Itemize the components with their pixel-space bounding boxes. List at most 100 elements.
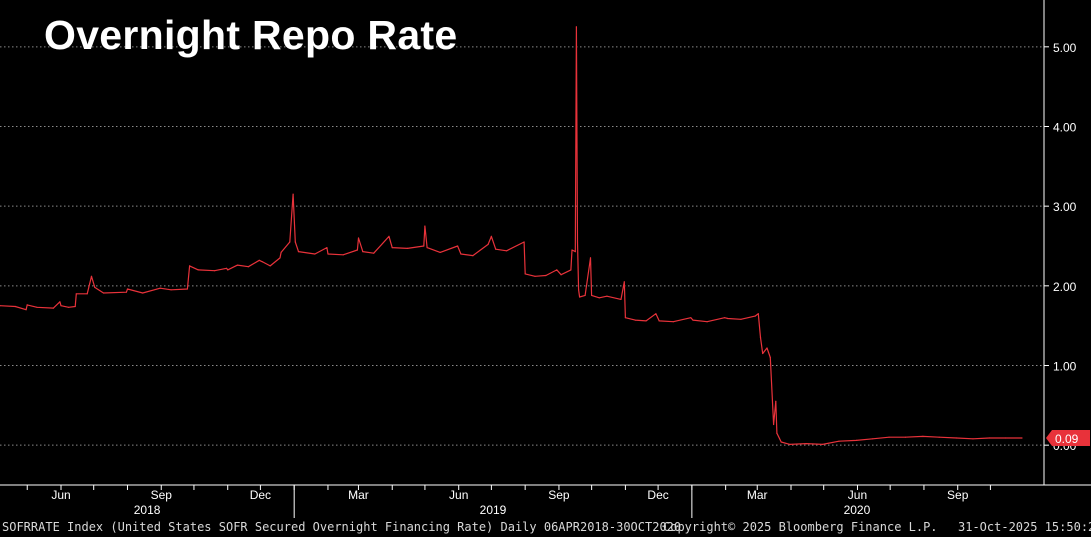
x-tick-label: Mar [348,488,369,502]
x-tick-label: Dec [647,488,668,502]
data-point [769,356,771,359]
data-point [740,318,742,320]
data-point [247,266,249,268]
data-point [606,295,608,297]
data-point [506,250,508,252]
data-point [326,247,328,249]
data-point [258,259,260,261]
x-year-label: 2020 [844,503,871,517]
data-point [227,269,229,271]
data-point [672,321,674,323]
x-tick-label: Jun [51,488,70,502]
data-point [495,248,497,250]
data-point [14,305,16,308]
data-point [658,320,660,322]
data-point [855,439,858,441]
data-point [26,304,28,306]
data-point [624,317,627,319]
last-value-badge [1046,429,1090,446]
last-value-label: 0.09 [1055,432,1079,446]
data-point [560,274,562,276]
data-point [645,320,647,322]
y-tick-label: 1.00 [1053,359,1077,373]
data-point [457,245,459,247]
data-point [574,251,576,253]
footer-timestamp: 31-Oct-2025 15:50:27 [958,520,1091,534]
data-point [75,293,77,295]
data-point [922,435,924,437]
data-point [988,437,990,439]
data-point [226,267,228,269]
data-point [86,293,88,295]
data-point [579,296,581,298]
data-point [545,274,547,277]
data-point [690,317,692,319]
data-point [776,432,778,434]
data-point [623,281,625,283]
data-point [0,305,1,307]
data-point [570,269,572,271]
data-point [775,400,777,402]
data-point [490,235,492,237]
data-point [591,294,593,296]
series-line [0,26,1022,445]
data-point [904,436,907,438]
data-point [102,292,105,294]
gridlines: 0.001.002.003.004.005.00 [0,41,1077,453]
x-year-label: 2018 [134,503,161,517]
data-point [556,269,558,271]
data-point [872,438,874,440]
data-point [406,247,409,249]
data-point [584,294,586,296]
data-point [294,241,296,243]
x-tick-label: Mar [747,488,768,502]
data-point [94,286,96,288]
y-tick-label: 4.00 [1053,120,1077,134]
data-point [314,253,316,255]
data-point [362,251,364,253]
data-point [280,251,282,253]
data-point [60,305,62,307]
data-point [197,269,199,271]
data-point [236,264,239,266]
data-point [186,288,188,290]
x-tick-label: Jun [848,488,867,502]
data-point [727,317,729,320]
data-point [289,241,291,243]
data-point [766,347,768,349]
footer-copyright: Copyright© 2025 Bloomberg Finance L.P. [663,520,938,534]
data-point [789,443,791,445]
y-tick-label: 3.00 [1053,200,1077,214]
data-point [297,251,300,253]
data-point [805,443,807,445]
data-point [356,249,358,251]
chart-title: Overnight Repo Rate [44,12,458,58]
data-point [754,315,756,317]
data-point [757,313,759,315]
data-point [780,441,782,443]
x-tick-label: Sep [947,488,969,502]
data-point [1021,437,1023,439]
data-point [838,440,840,442]
data-point [1005,437,1007,439]
data-point [68,306,70,308]
data-point [762,352,764,355]
data-point [342,254,344,256]
data-point [571,249,573,251]
data-point [534,275,536,277]
data-point [692,319,694,321]
data-point [759,337,762,339]
data-point [126,288,129,290]
data-point [90,275,93,277]
data-point [439,251,441,253]
data-point [634,319,636,321]
data-point [822,443,824,445]
data-point [214,270,216,272]
data-point [972,438,974,440]
data-point [575,26,578,28]
data-point [373,252,375,254]
data-point [576,241,579,243]
data-point [706,321,708,323]
